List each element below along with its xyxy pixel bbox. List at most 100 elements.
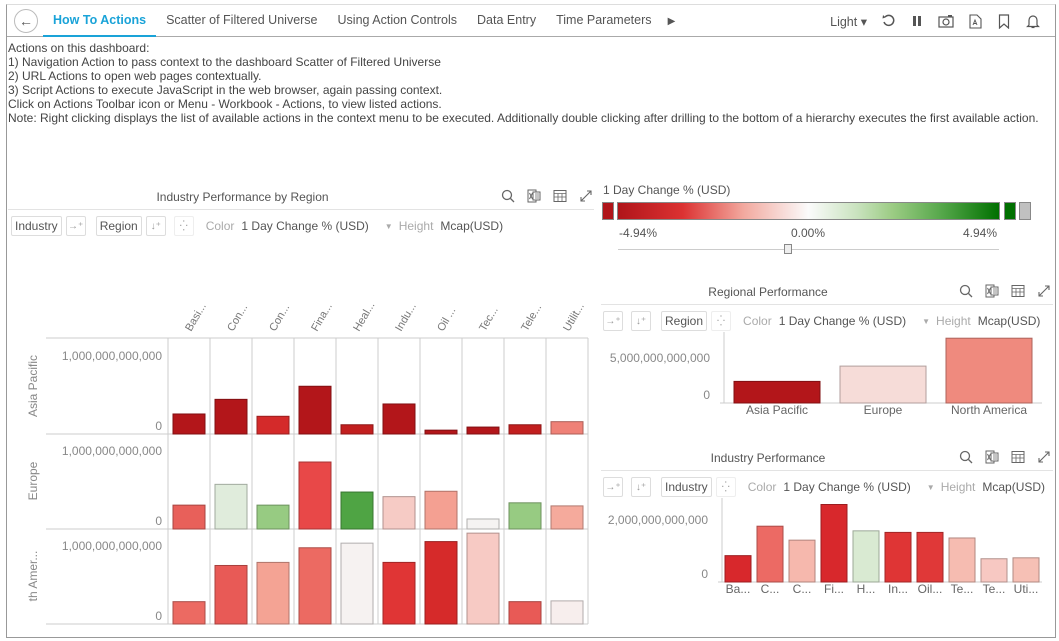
search-icon[interactable] xyxy=(959,284,973,298)
bar[interactable] xyxy=(820,504,848,583)
bar[interactable] xyxy=(733,380,821,404)
y-axis-region-pill[interactable]: Region xyxy=(95,216,142,236)
x-tick-label: Oil... xyxy=(918,582,943,596)
tab-time-parameters[interactable]: Time Parameters xyxy=(556,13,652,27)
chevron-down-icon[interactable]: ▼ xyxy=(922,316,931,326)
color-field-selector[interactable]: 1 Day Change % (USD) xyxy=(783,480,911,494)
theme-dropdown[interactable]: Light ▾ xyxy=(830,14,867,29)
bar[interactable] xyxy=(550,505,584,530)
bar[interactable] xyxy=(382,496,416,530)
pause-icon[interactable] xyxy=(909,13,925,29)
x-axis-region-pill[interactable]: Region xyxy=(661,311,708,331)
x-axis-industry-pill[interactable]: Industry xyxy=(11,216,62,236)
color-field-selector[interactable]: 1 Day Change % (USD) xyxy=(778,314,907,328)
bar[interactable] xyxy=(172,504,206,530)
add-breakdown-icon[interactable]: ⁛ xyxy=(711,311,732,331)
bar[interactable] xyxy=(508,601,542,625)
add-row-icon[interactable]: ↓⁺ xyxy=(145,216,166,236)
excel-export-icon[interactable] xyxy=(527,189,541,203)
add-column-icon[interactable]: →⁺ xyxy=(65,216,86,236)
bar[interactable] xyxy=(839,365,927,404)
add-row-icon[interactable]: ↓⁺ xyxy=(631,311,651,331)
bar[interactable] xyxy=(340,424,374,435)
height-field-selector[interactable]: Mcap(USD) xyxy=(977,314,1041,328)
search-icon[interactable] xyxy=(501,189,515,203)
tabs-scroll-right-icon[interactable]: ▶ xyxy=(667,15,676,27)
table-view-icon[interactable] xyxy=(1011,284,1025,298)
bar[interactable] xyxy=(466,532,500,625)
height-field-selector[interactable]: Mcap(USD) xyxy=(440,219,504,233)
x-axis-industry-pill[interactable]: Industry xyxy=(661,477,712,497)
expand-icon[interactable] xyxy=(1037,284,1051,298)
bar[interactable] xyxy=(424,541,458,625)
bar[interactable] xyxy=(340,491,374,530)
refresh-icon[interactable] xyxy=(880,13,896,29)
tab-scatter-of-filtered-universe[interactable]: Scatter of Filtered Universe xyxy=(166,13,318,27)
bar[interactable] xyxy=(256,561,290,625)
bar[interactable] xyxy=(916,531,944,583)
table-view-icon[interactable] xyxy=(553,189,567,203)
expand-icon[interactable] xyxy=(579,189,593,203)
bookmark-icon[interactable] xyxy=(996,13,1012,29)
legend-slider-handle[interactable] xyxy=(784,244,792,254)
bar[interactable] xyxy=(980,558,1008,583)
bar[interactable] xyxy=(382,561,416,625)
bar[interactable] xyxy=(724,555,752,583)
visual-controls-regional: →⁺ ↓⁺ Region ⁛ Color 1 Day Change % (USD… xyxy=(603,311,1040,331)
excel-export-icon[interactable] xyxy=(985,450,999,464)
bar[interactable] xyxy=(298,385,332,435)
bar[interactable] xyxy=(948,537,976,583)
bar[interactable] xyxy=(340,542,374,625)
bar[interactable] xyxy=(852,530,880,583)
tab-how-to-actions[interactable]: How To Actions xyxy=(43,5,157,37)
visual-controls-left: Industry →⁺ Region ↓⁺ ⁛ Color 1 Day Chan… xyxy=(11,216,503,236)
add-column-icon[interactable]: →⁺ xyxy=(603,311,623,331)
bar[interactable] xyxy=(508,502,542,530)
chevron-down-icon[interactable]: ▼ xyxy=(384,221,393,231)
bar[interactable] xyxy=(756,525,784,583)
bar[interactable] xyxy=(214,483,248,530)
height-label: Height xyxy=(940,480,976,494)
expand-icon[interactable] xyxy=(1037,450,1051,464)
bar[interactable] xyxy=(466,426,500,435)
search-icon[interactable] xyxy=(959,450,973,464)
chevron-down-icon[interactable]: ▼ xyxy=(926,482,935,492)
bar[interactable] xyxy=(508,424,542,435)
back-button[interactable]: ← xyxy=(14,9,38,33)
bar[interactable] xyxy=(172,601,206,625)
tab-using-action-controls[interactable]: Using Action Controls xyxy=(337,13,458,27)
bar[interactable] xyxy=(172,413,206,435)
bar[interactable] xyxy=(256,415,290,435)
add-column-icon[interactable]: →⁺ xyxy=(603,477,623,497)
pdf-icon[interactable] xyxy=(967,13,983,29)
snapshot-icon[interactable] xyxy=(938,13,954,29)
add-breakdown-icon[interactable]: ⁛ xyxy=(173,216,194,236)
bar[interactable] xyxy=(550,421,584,435)
bar[interactable] xyxy=(466,518,500,530)
bar[interactable] xyxy=(256,504,290,530)
color-field-selector[interactable]: 1 Day Change % (USD) xyxy=(241,219,369,233)
bar[interactable] xyxy=(424,490,458,530)
bar[interactable] xyxy=(884,531,912,583)
bar[interactable] xyxy=(214,398,248,435)
bar[interactable] xyxy=(788,539,816,583)
alert-bell-icon[interactable] xyxy=(1025,13,1041,29)
height-field-selector[interactable]: Mcap(USD) xyxy=(982,480,1046,494)
color-label: Color xyxy=(747,480,777,494)
add-breakdown-icon[interactable]: ⁛ xyxy=(715,477,736,497)
legend-slider-track[interactable] xyxy=(618,249,999,250)
bar[interactable] xyxy=(298,547,332,625)
bar[interactable] xyxy=(382,403,416,435)
bar[interactable] xyxy=(214,564,248,625)
bar[interactable] xyxy=(945,337,1033,404)
bar[interactable] xyxy=(550,600,584,625)
bar[interactable] xyxy=(298,461,332,530)
table-view-icon[interactable] xyxy=(1011,450,1025,464)
excel-export-icon[interactable] xyxy=(985,284,999,298)
x-tick-label: H... xyxy=(857,582,876,596)
add-row-icon[interactable]: ↓⁺ xyxy=(631,477,651,497)
tab-data-entry[interactable]: Data Entry xyxy=(477,13,537,27)
bar[interactable] xyxy=(1012,557,1040,583)
notes-line: Click on Actions Toolbar icon or Menu - … xyxy=(8,97,442,111)
bar[interactable] xyxy=(424,429,458,435)
